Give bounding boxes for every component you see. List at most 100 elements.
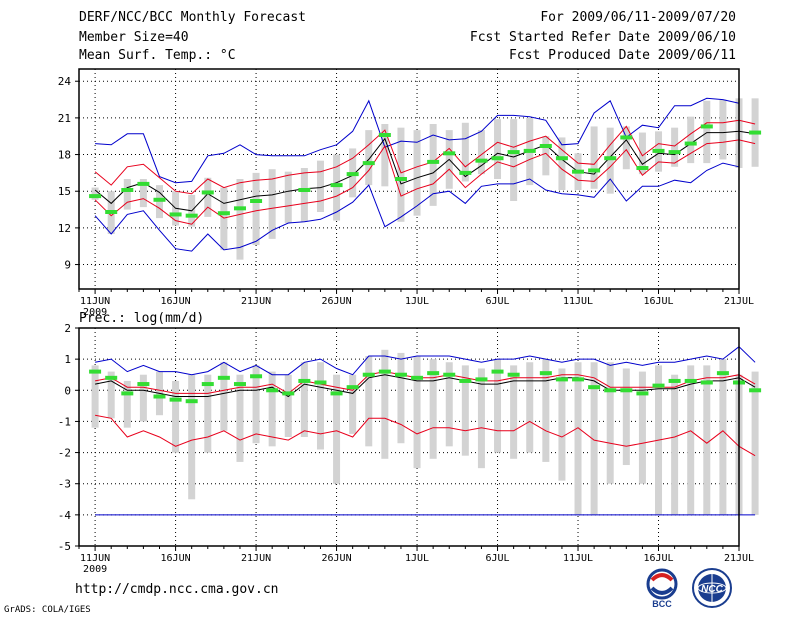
observed-marker <box>652 148 665 153</box>
observed-marker <box>555 156 568 161</box>
x-tick-label: 6JUL <box>485 553 509 564</box>
ensemble-box <box>703 365 711 515</box>
ensemble-box <box>284 374 292 437</box>
ensemble-box <box>638 132 646 175</box>
y-tick-label: -3 <box>58 478 71 491</box>
observed-marker <box>105 210 118 214</box>
ensemble-box <box>365 356 373 447</box>
ensemble-box <box>671 127 679 167</box>
y-tick-label: 12 <box>58 222 71 235</box>
lower-line <box>95 414 756 457</box>
ensemble-box <box>590 362 598 515</box>
x-tick-label: 21JUN <box>241 553 271 564</box>
y-tick-label: 15 <box>58 185 71 198</box>
bcc-logo-icon: BCC <box>646 568 678 609</box>
x-tick-label: 1JUL <box>405 296 429 307</box>
ensemble-box <box>333 154 341 221</box>
observed-marker <box>394 372 407 377</box>
mean-line <box>95 374 756 398</box>
ensemble-box <box>429 359 437 459</box>
observed-marker <box>604 156 617 161</box>
observed-marker <box>749 130 762 135</box>
observed-marker <box>185 213 198 218</box>
ensemble-box <box>622 368 630 466</box>
observed-marker <box>89 369 102 374</box>
observed-marker <box>539 144 552 148</box>
ensemble-box <box>477 368 485 469</box>
observed-marker <box>89 194 102 199</box>
x-year-label: 2009 <box>83 564 107 575</box>
ensemble-box <box>622 126 630 170</box>
plot-frame <box>78 327 740 547</box>
ensemble-box <box>252 172 260 245</box>
ensemble-box <box>236 374 244 462</box>
observed-marker <box>475 377 488 382</box>
ensemble-box <box>461 365 469 456</box>
grads-credit: GrADS: COLA/IGES <box>4 605 91 615</box>
x-tick-label: 26JUN <box>322 296 352 307</box>
ensemble-box <box>204 177 212 217</box>
observed-marker <box>250 199 263 203</box>
panel-1: 9 12 15 18 21 24 11JUN 16JUN 21JUN 26JUN 1JUL 6JUL 1… <box>58 68 762 318</box>
observed-marker <box>233 382 246 387</box>
y-tick-label: 18 <box>58 149 71 162</box>
observed-marker <box>169 397 182 402</box>
panel-title-prec: Prec.: log(mm/d) <box>79 311 204 326</box>
observed-marker <box>266 388 279 393</box>
observed-marker <box>459 170 472 175</box>
forecast-range: For 2009/06/11-2009/07/20 <box>540 10 736 25</box>
observed-marker <box>411 375 424 380</box>
ensemble-box <box>220 187 228 250</box>
ensemble-box <box>284 171 292 223</box>
observed-marker <box>684 141 697 146</box>
observed-marker <box>346 172 359 177</box>
ensemble-box <box>365 130 373 186</box>
lower-line <box>94 139 756 225</box>
observed-marker <box>491 369 504 374</box>
observed-marker <box>121 391 134 396</box>
observed-marker <box>572 377 585 382</box>
variable-label: Mean Surf. Temp.: °C <box>79 48 236 63</box>
ensemble-box <box>477 130 485 175</box>
ensemble-box <box>188 374 196 500</box>
observed-marker <box>378 369 391 374</box>
mean-line <box>94 130 756 212</box>
observed-marker <box>233 206 246 211</box>
observed-marker <box>105 375 118 380</box>
ensemble-box <box>91 187 99 200</box>
ensemble-box <box>300 362 308 437</box>
bcc-logo-text: BCC <box>652 599 672 609</box>
ensemble-box <box>268 169 276 239</box>
source-url[interactable]: http://cmdp.ncc.cma.gov.cn <box>75 582 279 597</box>
ncc-logo-icon: NCC <box>692 568 732 608</box>
ensemble-box <box>413 130 421 216</box>
ensemble-box <box>397 127 405 222</box>
x-tick-label: 16JUL <box>643 296 673 307</box>
ensemble-box <box>606 127 614 194</box>
observed-marker <box>427 371 440 376</box>
observed-marker <box>523 148 536 153</box>
ensemble-box <box>494 359 502 453</box>
observed-marker <box>700 124 713 129</box>
ensemble-box <box>542 359 550 462</box>
observed-marker <box>201 382 214 387</box>
ncc-logo-text: NCC <box>701 584 723 595</box>
observed-marker <box>700 380 713 385</box>
upper-line <box>94 119 756 195</box>
ensemble-box <box>526 362 534 453</box>
ensemble-box <box>91 365 99 428</box>
observed-marker <box>362 161 375 166</box>
x-tick-label: 11JUN <box>80 553 110 564</box>
observed-marker <box>427 159 440 164</box>
x-tick-label: 16JUN <box>161 553 191 564</box>
observed-marker <box>491 156 504 161</box>
ensemble-box <box>590 126 598 189</box>
observed-marker <box>620 388 633 393</box>
ensemble-box <box>461 122 469 182</box>
ensemble-box <box>333 374 341 484</box>
observed-marker <box>636 391 649 396</box>
observed-marker <box>201 190 214 195</box>
observed-marker <box>620 135 633 140</box>
y-tick-label: 24 <box>58 75 72 88</box>
